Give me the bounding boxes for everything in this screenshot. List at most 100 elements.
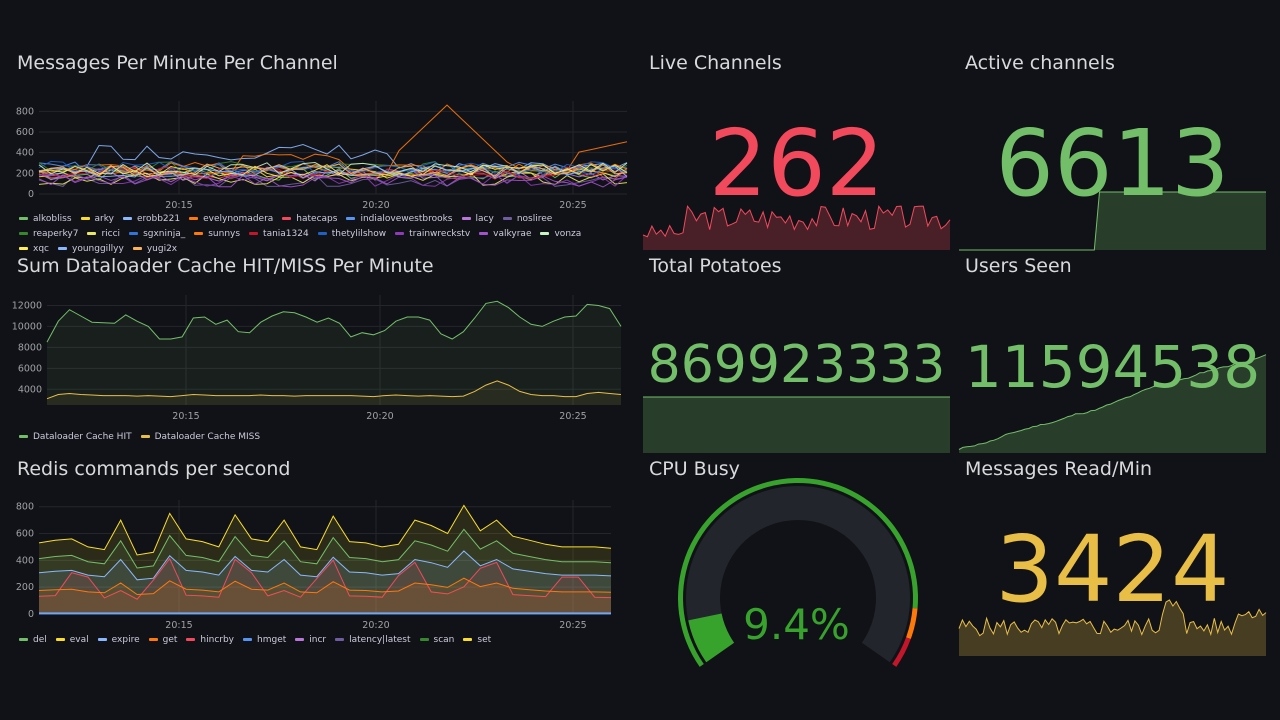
series-line: [38, 173, 628, 187]
legend-item[interactable]: xqc: [19, 242, 49, 257]
legend-label: scan: [433, 635, 455, 645]
panel-total-potatoes[interactable]: Total Potatoes 869923333: [643, 255, 950, 453]
legend-swatch: [463, 638, 473, 641]
legend-label: arky: [94, 214, 114, 224]
legend-swatch: [140, 435, 150, 438]
panel-title: Redis commands per second: [17, 458, 291, 480]
legend-item[interactable]: arky: [80, 212, 114, 227]
legend-label: evelynomadera: [203, 214, 274, 224]
y-tick-label: 6000: [18, 363, 42, 374]
legend-item[interactable]: thetylilshow: [317, 227, 386, 242]
legend-label: hatecaps: [296, 214, 338, 224]
y-tick-label: 400: [16, 148, 34, 159]
legend-swatch: [19, 232, 28, 235]
series-line: [38, 160, 628, 174]
legend-swatch: [249, 232, 259, 235]
total-potatoes-value: 869923333: [647, 335, 946, 395]
live-channels-value: 262: [708, 110, 885, 217]
legend-swatch: [282, 217, 292, 220]
legend-item[interactable]: get: [148, 633, 178, 648]
panel-title: Total Potatoes: [649, 255, 782, 277]
active-channels-value: 6613: [995, 110, 1230, 217]
legend-swatch: [295, 638, 305, 641]
panel-active-channels[interactable]: Active channels 6613: [959, 52, 1266, 251]
legend-item[interactable]: ricci: [87, 227, 120, 242]
redis-commands-chart[interactable]: 0 200 400 600 800 20:15 20:20 20:25: [16, 500, 627, 633]
sparkline-area: [643, 397, 950, 453]
y-tick-label: 200: [16, 168, 34, 179]
series-area: [47, 380, 621, 405]
legend-swatch: [19, 435, 28, 438]
series-line: [38, 174, 628, 188]
legend-item[interactable]: trainwreckstv: [395, 227, 470, 242]
legend-item[interactable]: del: [19, 633, 47, 648]
legend-item[interactable]: scan: [419, 633, 455, 648]
messages-per-minute-chart[interactable]: 0 200 400 600 800 20:15 20:20 20:25: [16, 96, 628, 211]
y-tick-label: 200: [16, 582, 34, 593]
series-line: [38, 557, 612, 600]
legend-item[interactable]: latency|latest: [335, 633, 411, 648]
legend-swatch: [346, 217, 356, 220]
panel-redis-commands[interactable]: Redis commands per second 0 200 400 600 800 2…: [16, 458, 629, 653]
legend-label: valkyrae: [493, 229, 532, 239]
legend-item[interactable]: younggillyy: [58, 242, 124, 257]
legend-item[interactable]: hmget: [243, 633, 286, 648]
legend-item[interactable]: alkobliss: [19, 212, 72, 227]
panel-dataloader-cache[interactable]: Sum Dataloader Cache HIT/MISS Per Minute…: [12, 255, 629, 450]
legend-item[interactable]: expire: [97, 633, 140, 648]
legend-label: tania1324: [263, 229, 309, 239]
legend-swatch: [317, 232, 327, 235]
panel-messages-read[interactable]: Messages Read/Min 3424: [958, 458, 1267, 656]
legend-item[interactable]: valkyrae: [479, 227, 531, 242]
panel-title: Messages Per Minute Per Channel: [17, 52, 338, 74]
legend-item[interactable]: Dataloader Cache MISS: [140, 430, 260, 445]
legend-item[interactable]: incr: [295, 633, 326, 648]
legend-item[interactable]: Dataloader Cache HIT: [19, 430, 132, 445]
sparkline-line: [958, 599, 1267, 637]
legend-swatch: [19, 217, 28, 220]
legend-label: get: [162, 635, 178, 645]
legend-swatch: [122, 217, 132, 220]
legend-item[interactable]: erobb221: [122, 212, 180, 227]
legend-label: incr: [309, 635, 327, 645]
legend-item[interactable]: set: [463, 633, 491, 648]
legend-item[interactable]: tania1324: [249, 227, 309, 242]
legend-item[interactable]: lacy: [461, 212, 494, 227]
y-tick-label: 400: [16, 555, 34, 566]
dataloader-cache-chart[interactable]: 4000 6000 8000 10000 12000 20:15 20:20 20:25: [12, 295, 627, 430]
panel-users-seen[interactable]: Users Seen 11594538: [958, 255, 1267, 453]
x-tick-label: 20:20: [366, 411, 393, 422]
series-line: [38, 163, 628, 178]
x-tick-label: 20:20: [362, 620, 389, 631]
legend-item[interactable]: indialovewestbrooks: [346, 212, 453, 227]
panel-live-channels[interactable]: Live Channels 262: [642, 52, 951, 250]
legend-swatch: [19, 247, 28, 250]
legend-item[interactable]: yugi2x: [132, 242, 177, 257]
legend-item[interactable]: nosliree: [502, 212, 553, 227]
legend-item[interactable]: vonza: [540, 227, 581, 242]
chart-legend: Dataloader Cache HIT Dataloader Cache MIS…: [19, 430, 629, 445]
panel-title: CPU Busy: [649, 458, 740, 480]
legend-item[interactable]: hatecaps: [282, 212, 337, 227]
series-line: [38, 165, 628, 179]
legend-item[interactable]: reaperky7: [19, 227, 78, 242]
panel-messages-per-minute[interactable]: Messages Per Minute Per Channel 0 200 400 6…: [16, 52, 628, 254]
gauge-value: [688, 613, 735, 663]
panel-cpu-busy[interactable]: CPU Busy 9.4%: [643, 458, 950, 667]
cpu-busy-value: 9.4%: [743, 600, 850, 649]
legend-item[interactable]: hincrby: [186, 633, 234, 648]
legend-label: Dataloader Cache HIT: [33, 432, 132, 442]
legend-swatch: [87, 232, 97, 235]
chart-legend: del eval expire get hincrby hmget incr latency|…: [19, 633, 629, 648]
legend-swatch: [129, 232, 139, 235]
series-line: [38, 504, 612, 556]
legend-item[interactable]: sgxninja_: [129, 227, 185, 242]
active-channels-sparkline: [959, 191, 1266, 251]
series-area: [47, 301, 621, 405]
legend-item[interactable]: evelynomadera: [189, 212, 273, 227]
legend-item[interactable]: eval: [55, 633, 89, 648]
x-tick-label: 20:25: [559, 200, 586, 211]
legend-item[interactable]: sunnys: [194, 227, 240, 242]
legend-label: indialovewestbrooks: [360, 214, 453, 224]
legend-label: nosliree: [516, 214, 553, 224]
